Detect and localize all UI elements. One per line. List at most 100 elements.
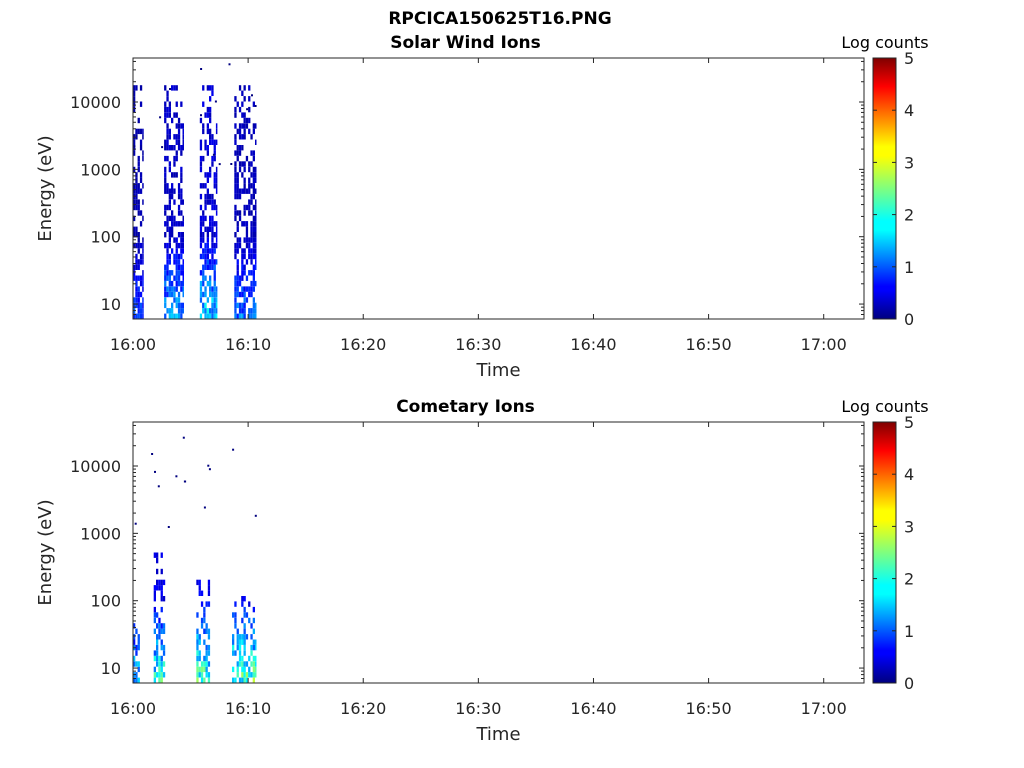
heatmap-cell — [139, 253, 143, 260]
heatmap-cell — [134, 522, 137, 525]
heatmap-cell — [213, 199, 216, 205]
heatmap-cell — [142, 155, 144, 162]
heatmap-cell — [135, 232, 138, 238]
heatmap-cell — [135, 280, 138, 287]
heatmap-cell — [243, 596, 246, 602]
heatmap-cell — [234, 188, 237, 194]
heatmap-cell — [135, 253, 138, 260]
heatmap-cell — [168, 188, 171, 194]
heatmap-cell — [158, 585, 161, 591]
axes-frame — [132, 57, 865, 320]
heatmap-cell — [236, 275, 239, 281]
heatmap-cell — [245, 634, 249, 640]
x-tick-label: 16:10 — [225, 699, 271, 718]
heatmap-cell — [236, 172, 239, 178]
heatmap-cell — [175, 112, 178, 118]
heatmap-cell — [206, 280, 209, 287]
heatmap-cell — [255, 242, 257, 249]
heatmap-cell — [234, 161, 237, 167]
heatmap-cell — [234, 193, 237, 200]
heatmap-cell — [142, 215, 144, 222]
heatmap-cell — [250, 308, 253, 314]
heatmap-cell — [168, 166, 171, 173]
heatmap-cell — [248, 601, 251, 607]
heatmap-cell — [215, 123, 218, 129]
heatmap-cell — [177, 139, 181, 145]
heatmap-cell — [164, 166, 167, 173]
heatmap-cell — [205, 601, 208, 607]
heatmap-cell — [207, 661, 211, 667]
heatmap-cell — [252, 655, 255, 662]
heatmap-cell — [245, 297, 249, 303]
heatmap-cell — [209, 280, 212, 287]
heatmap-cell — [133, 661, 136, 667]
heatmap-cell — [206, 106, 209, 113]
heatmap-cell — [248, 188, 251, 194]
heatmap-cell — [204, 313, 207, 319]
heatmap-cell — [252, 101, 255, 107]
heatmap-cell — [137, 666, 140, 673]
heatmap-cell — [250, 313, 253, 319]
heatmap-cell — [252, 661, 255, 667]
heatmap-cell — [245, 672, 249, 678]
heatmap-cell — [133, 232, 136, 238]
heatmap-cell — [230, 163, 233, 165]
heatmap-cell — [243, 221, 246, 227]
heatmap-cell — [137, 248, 140, 254]
heatmap-cell — [255, 232, 257, 238]
heatmap-cell — [211, 237, 214, 243]
heatmap-cell — [135, 128, 138, 135]
heatmap-cell — [177, 117, 181, 124]
heatmap-cell — [177, 242, 181, 249]
heatmap-cell — [238, 85, 242, 91]
heatmap-cell — [199, 183, 203, 189]
heatmap-cell — [209, 286, 212, 292]
heatmap-cell — [180, 232, 183, 238]
heatmap-cell — [182, 291, 184, 298]
y-tick-label: 100 — [90, 592, 121, 611]
heatmap-cell — [236, 188, 239, 194]
heatmap-cell — [153, 628, 156, 634]
heatmap-cell — [177, 253, 181, 260]
heatmap-cell — [215, 308, 218, 314]
heatmap-cell — [137, 183, 140, 189]
heatmap-cell — [202, 237, 205, 243]
heatmap-cell — [252, 264, 255, 270]
heatmap-cell — [171, 221, 174, 227]
heatmap-cell — [156, 634, 159, 640]
heatmap-cell — [206, 308, 209, 314]
heatmap-cell — [168, 242, 171, 249]
heatmap-cell — [234, 166, 237, 173]
heatmap-cell — [250, 193, 253, 200]
heatmap-cell — [236, 672, 239, 678]
heatmap-cell — [164, 177, 167, 183]
heatmap-cell — [168, 237, 171, 243]
heatmap-cell — [205, 628, 208, 634]
heatmap-cell — [142, 150, 144, 156]
heatmap-cell — [160, 672, 163, 678]
heatmap-cell — [234, 650, 237, 656]
heatmap-cell — [200, 114, 202, 117]
heatmap-cell — [180, 286, 183, 292]
heatmap-cell — [142, 134, 144, 140]
heatmap-cell — [180, 101, 183, 107]
heatmap-cell — [243, 117, 246, 124]
heatmap-cell — [175, 264, 178, 270]
heatmap-cell — [203, 606, 206, 613]
heatmap-cell — [241, 248, 244, 254]
heatmap-cell — [133, 145, 136, 151]
heatmap-cell — [238, 308, 242, 314]
heatmap-cell — [243, 639, 246, 645]
heatmap-cell — [133, 677, 136, 683]
heatmap-cell — [153, 590, 156, 596]
heatmap-cell — [234, 291, 237, 298]
heatmap-cell — [234, 215, 237, 222]
y-tick-label: 1000 — [80, 160, 121, 179]
heatmap-cell — [243, 297, 246, 303]
heatmap-cell — [236, 101, 239, 107]
heatmap-cell — [248, 106, 251, 113]
heatmap-cell — [162, 628, 166, 634]
heatmap-cell — [158, 672, 161, 678]
heatmap-cell — [177, 210, 181, 216]
heatmap-cell — [142, 270, 144, 276]
